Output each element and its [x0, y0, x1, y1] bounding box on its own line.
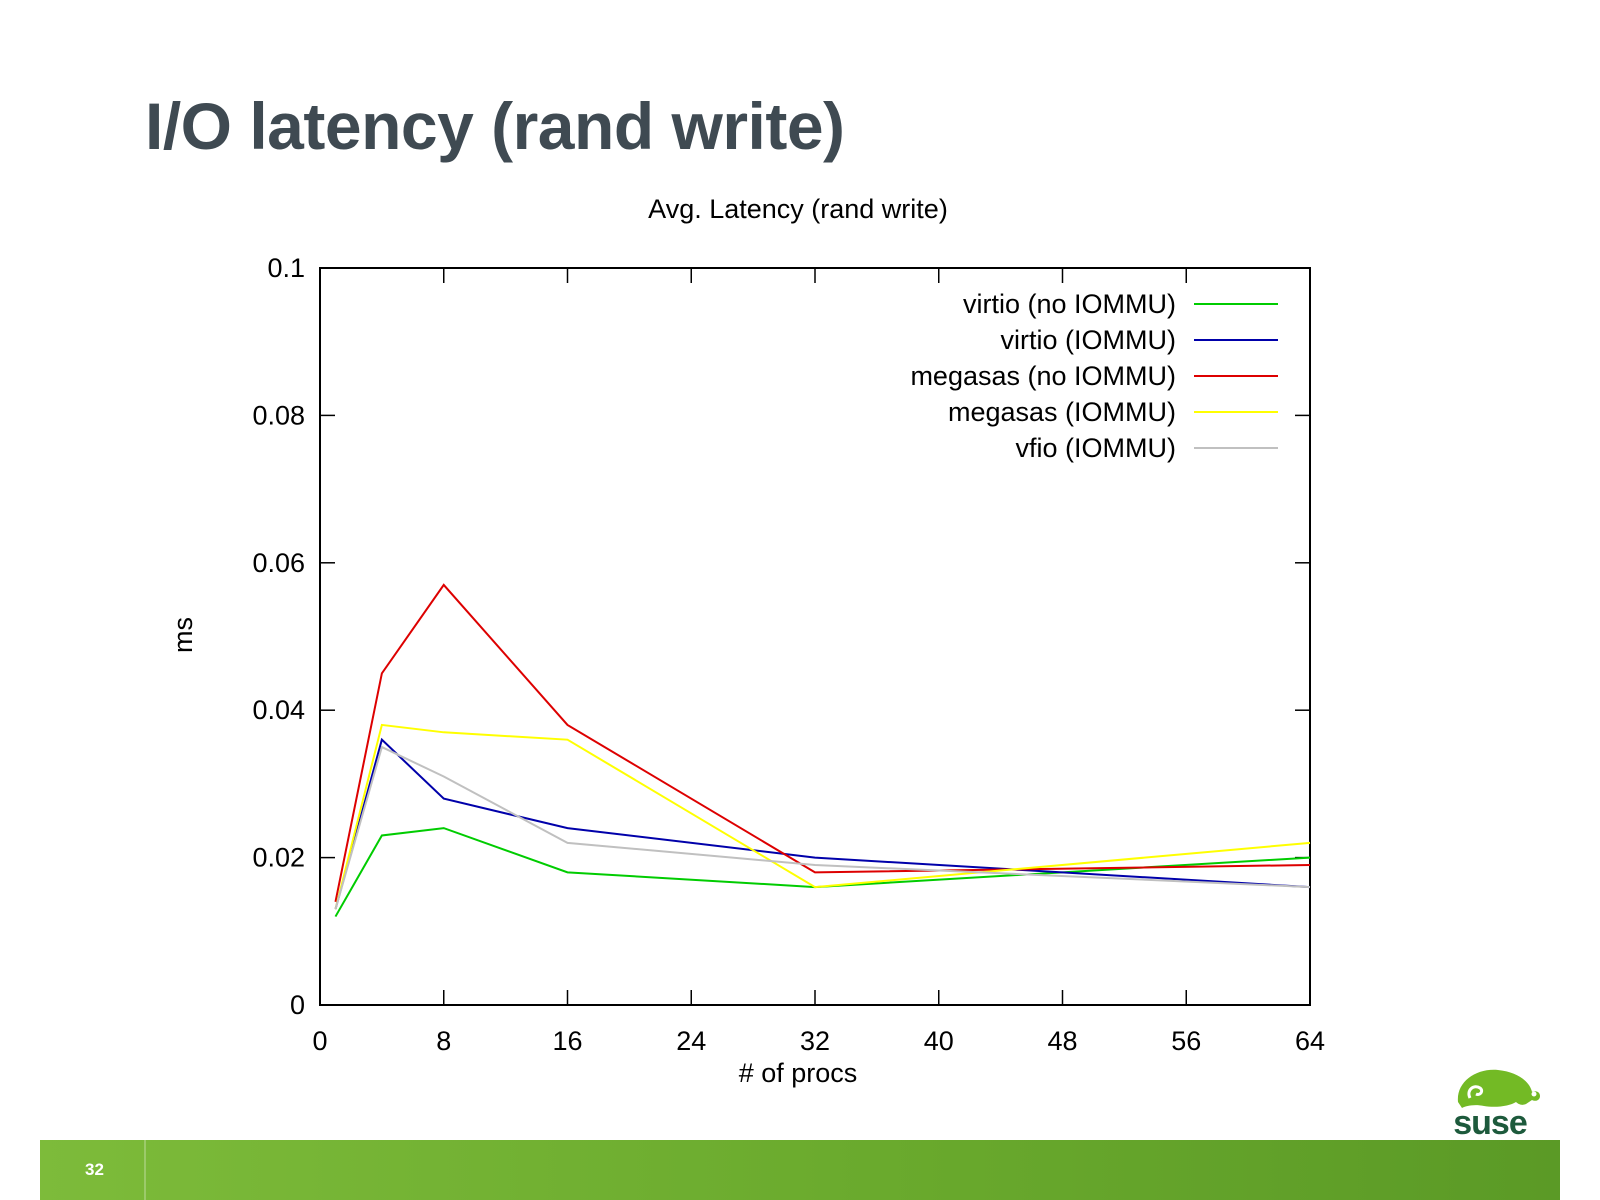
- footer-divider: [144, 1140, 146, 1200]
- legend-label: vfio (IOMMU): [1016, 433, 1176, 463]
- x-tick-label: 56: [1171, 1026, 1201, 1056]
- suse-logo: suse: [1453, 1069, 1540, 1140]
- chameleon-icon: [1457, 1069, 1540, 1108]
- y-axis-label: ms: [168, 617, 198, 653]
- legend-label: virtio (IOMMU): [1001, 325, 1176, 355]
- chart-title: Avg. Latency (rand write): [648, 194, 948, 224]
- y-tick-label: 0.04: [252, 695, 305, 725]
- series-line: [334, 583, 1311, 903]
- y-tick-label: 0.02: [252, 843, 305, 873]
- logo-wordmark: suse: [1453, 1104, 1527, 1140]
- series-layer: [334, 583, 1311, 918]
- page-number: 32: [85, 1160, 104, 1179]
- axes-layer: 0 8 16 24 32 40 48 56 64 0 0.02 0.04 0.06 0.08 0.1: [252, 253, 1325, 1056]
- y-tick-label: 0.1: [267, 253, 305, 283]
- x-tick-label: 40: [924, 1026, 954, 1056]
- footer-bar: 32: [40, 1140, 1560, 1200]
- series-line: [334, 745, 1311, 910]
- x-tick-label: 24: [676, 1026, 706, 1056]
- y-tick-label: 0: [290, 990, 305, 1020]
- x-tick-label: 8: [436, 1026, 451, 1056]
- x-tick-label: 16: [552, 1026, 582, 1056]
- legend-label: megasas (IOMMU): [948, 397, 1176, 427]
- legend-label: virtio (no IOMMU): [963, 289, 1176, 319]
- x-tick-label: 48: [1047, 1026, 1077, 1056]
- slide-title: I/O latency (rand write): [145, 89, 845, 163]
- x-tick-label: 0: [312, 1026, 327, 1056]
- series-line: [334, 723, 1311, 910]
- x-tick-label: 64: [1295, 1026, 1325, 1056]
- legend: virtio (no IOMMU) virtio (IOMMU) megasas (…: [910, 289, 1278, 463]
- y-tick-label: 0.08: [252, 400, 305, 430]
- x-tick-label: 32: [800, 1026, 830, 1056]
- series-line: [334, 737, 1311, 910]
- series-line: [334, 827, 1311, 918]
- legend-label: megasas (no IOMMU): [910, 361, 1176, 391]
- y-tick-label: 0.06: [252, 548, 305, 578]
- latency-line-chart: Avg. Latency (rand write) 0 8 16 24 32 40 48 56…: [168, 194, 1325, 1088]
- x-axis-label: # of procs: [739, 1058, 858, 1088]
